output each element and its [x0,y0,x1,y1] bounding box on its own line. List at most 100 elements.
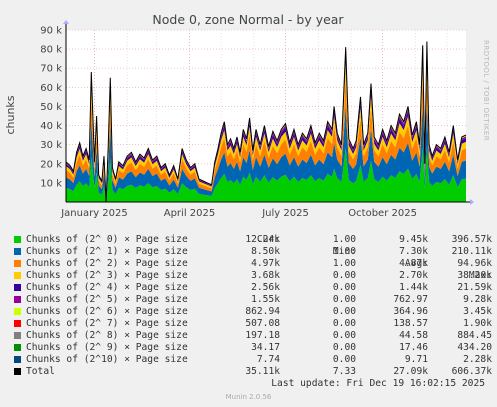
series-area-0 [66,146,466,202]
legend-swatch [14,344,21,351]
legend-swatch [14,284,21,291]
x-tick-label: July 2025 [261,208,309,219]
legend-cur-value: 507.08 [245,318,280,329]
col-cur-header: Cur: [256,234,280,245]
x-axis-arrow [470,199,474,205]
legend-avg-value: 138.57 [393,318,428,329]
legend-swatch [14,332,21,339]
legend-swatch [14,272,21,279]
y-tick-label: 60 k [40,83,62,94]
legend-avg-value: 27.09k [393,366,428,377]
legend-min-value: 0.00 [332,318,356,329]
x-tick-label: January 2025 [60,208,128,219]
legend-row-series-8: Chunks of (2^ 8) × Page size 197.18 0.00 44… [12,330,492,342]
legend-row-series-6: Chunks of (2^ 6) × Page size 862.94 0.00 36… [12,306,492,318]
y-tick-label: 70 k [40,64,62,75]
legend-max-value: 1.90k [463,318,492,329]
legend-cur-value: 862.94 [245,306,280,317]
legend-max-value: 434.20 [457,342,492,353]
y-tick-label: 80 k [40,45,62,56]
axes: 10 k 20 k 30 k 40 k 50 k 60 k 70 k 80 k 90 k Janu… [40,20,474,219]
y-tick-label: 50 k [40,102,62,113]
legend-row-series-4: Chunks of (2^ 4) × Page size 2.56k 0.00 1.4… [12,282,492,294]
legend-avg-value: 364.96 [393,306,428,317]
legend-row-series-7: Chunks of (2^ 7) × Page size 507.08 0.00 13… [12,318,492,330]
legend-row-series-3: Chunks of (2^ 3) × Page size 3.68k 0.00 2.7… [12,270,492,282]
legend-swatch [14,296,21,303]
legend-min-value: 0.00 [332,294,356,305]
y-tick-label: 30 k [40,140,62,151]
y-axis-label: chunks [4,95,17,134]
legend-name: Chunks of (2^ 9) × Page size [26,342,188,353]
y-tick-label: 90 k [40,26,62,37]
legend-min-value: 0.00 [332,306,356,317]
col-min-header: Min: [332,246,356,257]
legend-row-series-9: Chunks of (2^ 9) × Page size 34.17 0.00 17.… [12,342,492,354]
legend-avg-value: 9.71 [404,354,428,365]
legend-row-series-10: Chunks of (2^10) × Page size 7.74 0.00 9.71… [12,354,492,366]
legend-name: Chunks of (2^ 2) × Page size [26,258,188,269]
legend-cur-value: 197.18 [245,330,280,341]
rrdtool-watermark: RRDTOOL / TOBI OETIKER [482,40,490,141]
legend-name: Chunks of (2^ 1) × Page size [26,246,188,257]
legend-max-value: 2.28k [463,354,492,365]
legend-name: Chunks of (2^ 0) × Page size [26,234,188,245]
y-axis-arrow [63,20,69,24]
legend-min-value: 0.00 [332,282,356,293]
legend-cur-value: 34.17 [251,342,280,353]
legend-cur-value: 1.55k [251,294,280,305]
legend-name: Chunks of (2^ 5) × Page size [26,294,188,305]
legend-swatch [14,356,21,363]
legend-swatch [14,308,21,315]
legend-min-value: 0.00 [332,342,356,353]
legend-min-value: 1.00 [332,234,356,245]
legend-max-value: 9.28k [463,294,492,305]
legend-min-value: 0.00 [332,354,356,365]
legend-max-value: 21.59k [457,282,492,293]
col-max-header: Max: [468,270,492,281]
stacked-areas [65,41,467,203]
legend-cur-value: 12.24k [245,234,280,245]
legend-swatch [14,248,21,255]
legend-swatch [14,320,21,327]
total-line [65,41,467,203]
legend-name: Chunks of (2^ 8) × Page size [26,330,188,341]
legend-name: Chunks of (2^10) × Page size [26,354,188,365]
legend-avg-value: 7.30k [399,246,428,257]
legend-name: Chunks of (2^ 3) × Page size [26,270,188,281]
legend-row-total: Total 35.11k 7.33 27.09k 606.37k [12,366,492,378]
y-tick-label: 20 k [40,159,62,170]
legend-name: Chunks of (2^ 4) × Page size [26,282,188,293]
legend-max-value: 38.20k [457,270,492,281]
legend-name: Chunks of (2^ 6) × Page size [26,306,188,317]
legend-avg-value: 44.58 [399,330,428,341]
legend-row-series-2: Chunks of (2^ 2) × Page size 4.97k 1.00 4.8… [12,258,492,270]
legend-cur-value: 3.68k [251,270,280,281]
legend-max-value: 94.96k [457,258,492,269]
series-area-1 [66,102,466,202]
munin-version: Munin 2.0.56 [225,393,272,401]
legend-name: Total [26,366,55,377]
legend-max-value: 396.57k [451,234,492,245]
y-tick-label: 40 k [40,121,62,132]
legend-min-value: 0.00 [332,270,356,281]
legend-swatch [14,368,21,375]
legend-cur-value: 35.11k [245,366,280,377]
legend-row-series-0: Chunks of (2^ 0) × Page size 12.24k 1.00 9.… [12,234,492,246]
legend-avg-value: 4.87k [399,258,428,269]
legend-cur-value: 8.50k [251,246,280,257]
legend-avg-value: 2.70k [399,270,428,281]
legend-swatch [14,260,21,267]
legend-row-series-1: Chunks of (2^ 1) × Page size 8.50k 1.00 7.3… [12,246,492,258]
legend-min-value: 1.00 [332,246,356,257]
legend-max-value: 884.45 [457,330,492,341]
legend-row-series-5: Chunks of (2^ 5) × Page size 1.55k 0.00 762… [12,294,492,306]
legend-cur-value: 2.56k [251,282,280,293]
legend-avg-value: 762.97 [393,294,428,305]
legend-min-value: 0.00 [332,330,356,341]
legend-max-value: 606.37k [451,366,492,377]
legend-avg-value: 17.46 [399,342,428,353]
chart-title: Node 0, zone Normal - by year [152,12,344,27]
legend: Cur: Min: Avg: Max: Chunks of (2^ 0) × P… [12,222,492,378]
